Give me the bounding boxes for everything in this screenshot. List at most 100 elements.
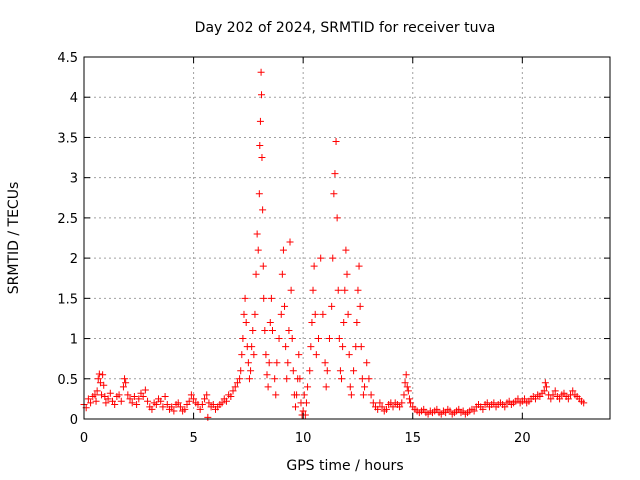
- data-point: [312, 351, 320, 359]
- data-point: [141, 386, 149, 394]
- data-point: [161, 392, 169, 400]
- data-point: [302, 399, 310, 407]
- x-tick-label: 0: [80, 431, 88, 446]
- data-point: [341, 286, 349, 294]
- data-point: [374, 405, 382, 413]
- data-point: [547, 395, 555, 403]
- data-point: [91, 391, 99, 399]
- data-point: [310, 262, 318, 270]
- data-point: [174, 399, 182, 407]
- data-point: [329, 254, 337, 262]
- data-point: [336, 367, 344, 375]
- data-point: [331, 170, 339, 178]
- data-point: [330, 190, 338, 198]
- axis-ticks: 0 0.5 1 1.5 2 2.5 3 3.5 4 4.5 0 5 10 15 20: [57, 51, 610, 446]
- data-point: [237, 367, 245, 375]
- data-point: [250, 351, 258, 359]
- data-point: [268, 327, 276, 335]
- data-point: [287, 286, 295, 294]
- data-point: [376, 399, 384, 407]
- data-point: [479, 405, 487, 413]
- data-point: [203, 391, 211, 399]
- data-point: [334, 286, 342, 294]
- data-point: [306, 367, 314, 375]
- data-point: [304, 383, 312, 391]
- chart-title: Day 202 of 2024, SRMTID for receiver tuv…: [195, 20, 496, 36]
- data-point: [291, 403, 299, 411]
- data-point: [564, 395, 572, 403]
- data-point: [378, 403, 386, 411]
- data-point: [249, 327, 257, 335]
- data-point: [358, 375, 366, 383]
- data-point: [159, 403, 167, 411]
- data-point: [556, 395, 564, 403]
- data-point: [580, 399, 588, 407]
- data-point: [209, 401, 217, 409]
- data-point: [126, 395, 134, 403]
- data-point: [369, 399, 377, 407]
- data-point: [501, 403, 509, 411]
- data-point: [365, 375, 373, 383]
- data-point: [401, 379, 409, 387]
- data-point: [323, 367, 331, 375]
- data-point: [271, 375, 279, 383]
- data-point: [261, 327, 269, 335]
- data-point: [256, 117, 264, 125]
- grid-lines: [84, 57, 610, 419]
- data-point: [115, 391, 123, 399]
- data-point: [541, 379, 549, 387]
- data-point: [266, 318, 274, 326]
- data-point: [275, 335, 283, 343]
- data-point: [239, 335, 247, 343]
- data-point: [345, 351, 353, 359]
- data-point: [100, 381, 108, 389]
- data-point: [339, 343, 347, 351]
- data-point: [344, 310, 352, 318]
- x-tick-label: 10: [295, 431, 312, 446]
- data-point: [111, 401, 119, 409]
- data-point: [521, 395, 529, 403]
- data-point: [98, 391, 106, 399]
- data-point: [95, 370, 103, 378]
- data-point: [288, 335, 296, 343]
- data-point: [282, 343, 290, 351]
- data-point: [340, 318, 348, 326]
- data-point: [93, 387, 101, 395]
- y-tick-label: 1.5: [57, 292, 78, 307]
- y-tick-label: 1: [70, 333, 78, 348]
- data-point: [404, 387, 412, 395]
- data-point: [185, 397, 193, 405]
- y-tick-label: 4.5: [57, 51, 78, 66]
- data-point: [354, 286, 362, 294]
- data-point: [222, 397, 230, 405]
- data-point: [514, 395, 522, 403]
- data-point: [144, 397, 152, 405]
- data-point: [253, 230, 261, 238]
- y-axis-label: SRMTID / TECUs: [6, 182, 22, 295]
- data-point: [363, 359, 371, 367]
- x-axis-label: GPS time / hours: [286, 458, 403, 474]
- data-point: [124, 391, 132, 399]
- data-point: [273, 359, 281, 367]
- data-point: [402, 371, 410, 379]
- data-point: [319, 310, 327, 318]
- data-point: [267, 294, 275, 302]
- data-point: [242, 318, 250, 326]
- data-point: [400, 391, 408, 399]
- data-point: [346, 383, 354, 391]
- data-point: [405, 395, 413, 403]
- data-point: [359, 391, 367, 399]
- x-tick-label: 20: [514, 431, 531, 446]
- data-point: [84, 395, 92, 403]
- data-point: [122, 379, 130, 387]
- data-point: [133, 401, 141, 409]
- data-point: [542, 383, 550, 391]
- data-point: [361, 383, 369, 391]
- data-point: [139, 392, 147, 400]
- y-tick-label: 3: [70, 172, 78, 187]
- data-point: [231, 383, 239, 391]
- data-point: [342, 246, 350, 254]
- data-point: [92, 397, 100, 405]
- data-point: [350, 367, 358, 375]
